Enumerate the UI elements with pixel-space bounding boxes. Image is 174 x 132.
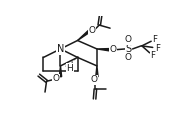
- Text: O: O: [124, 53, 131, 62]
- Text: N: N: [57, 44, 64, 54]
- Text: O: O: [90, 75, 97, 84]
- Text: O: O: [124, 35, 131, 44]
- Polygon shape: [78, 30, 90, 41]
- Polygon shape: [97, 49, 109, 51]
- Text: F: F: [155, 44, 160, 53]
- Text: S: S: [126, 44, 132, 54]
- Text: O: O: [110, 45, 117, 54]
- Text: H: H: [66, 64, 73, 73]
- Text: F: F: [153, 35, 157, 44]
- Text: O: O: [52, 74, 59, 83]
- Text: O: O: [89, 26, 96, 35]
- Text: F: F: [150, 51, 155, 60]
- Polygon shape: [59, 66, 62, 77]
- Polygon shape: [96, 66, 98, 77]
